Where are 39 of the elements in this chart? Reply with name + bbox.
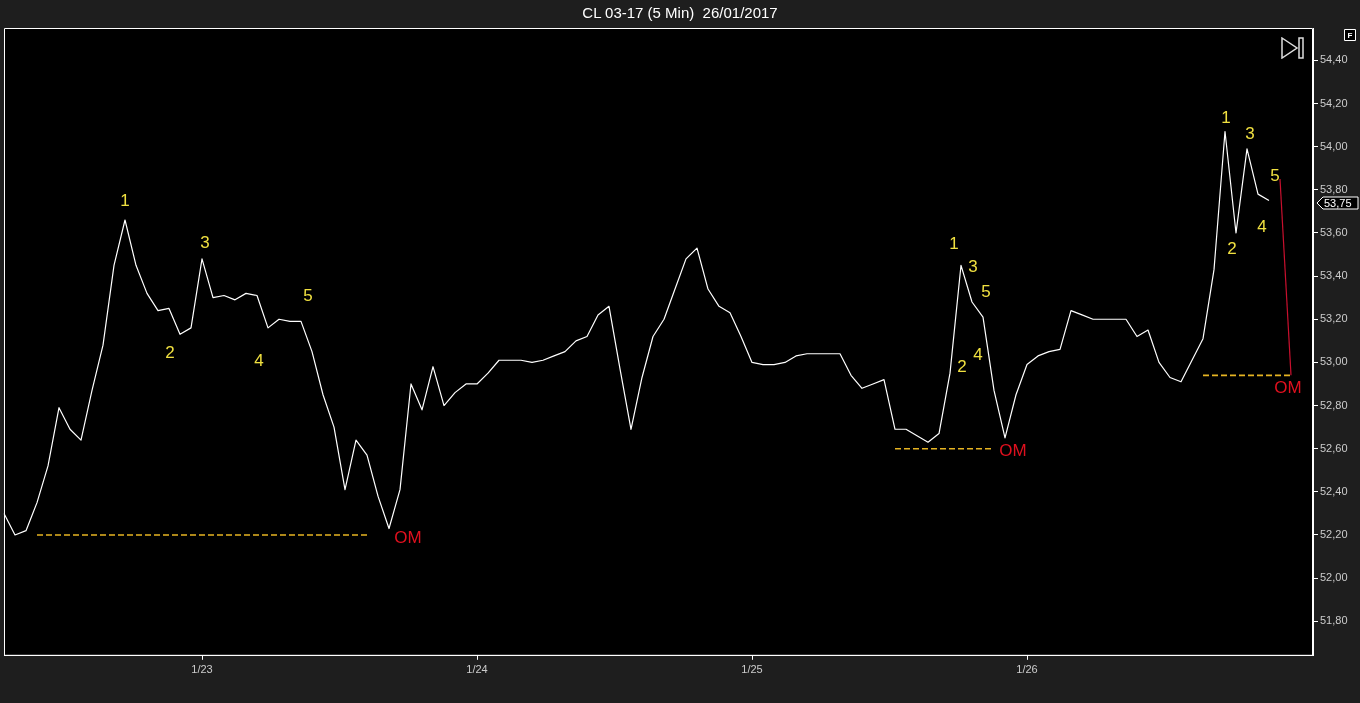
y-tick-label: 52,00 (1320, 571, 1348, 584)
annotation: 4 (254, 350, 264, 370)
annotation: OM (394, 527, 422, 547)
annotation: 2 (1227, 238, 1237, 258)
y-tick-label: 53,20 (1320, 312, 1348, 325)
text: F (1347, 31, 1353, 41)
y-tick-label: 52,80 (1320, 398, 1348, 411)
annotation: 3 (200, 232, 210, 252)
x-tick-label: 1/25 (741, 663, 763, 676)
annotation: 5 (981, 281, 991, 301)
y-tick-label: 53,80 (1320, 182, 1348, 195)
y-tick-label: 54,40 (1320, 53, 1348, 66)
annotation: 1 (1221, 107, 1231, 127)
y-tick-label: 53,00 (1320, 355, 1348, 368)
y-tick-label: 52,40 (1320, 484, 1348, 497)
annotation: 4 (973, 344, 983, 364)
y-tick-label: 53,40 (1320, 269, 1348, 282)
annotation: OM (1274, 377, 1302, 397)
y-tick-label: 54,20 (1320, 96, 1348, 109)
annotation: 1 (949, 233, 959, 253)
annotation: 5 (1270, 165, 1280, 185)
y-tick-label: 52,60 (1320, 441, 1348, 454)
x-tick-label: 1/23 (191, 663, 213, 676)
y-tick-label: 51,80 (1320, 614, 1348, 627)
y-tick-label: 54,00 (1320, 139, 1348, 152)
y-tick-label: 53,60 (1320, 225, 1348, 238)
annotation: OM (999, 440, 1027, 460)
annotation: 3 (1245, 123, 1255, 143)
x-tick-label: 1/26 (1016, 663, 1038, 676)
annotation: 1 (120, 190, 130, 210)
annotation: 2 (957, 356, 967, 376)
annotation: 2 (165, 342, 175, 362)
annotation: 4 (1257, 216, 1267, 236)
x-tick-label: 1/24 (466, 663, 488, 676)
annotation: 3 (968, 256, 978, 276)
y-tick-label: 52,20 (1320, 528, 1348, 541)
text: 53,75 (1324, 197, 1352, 210)
chart-title: CL 03-17 (5 Min) 26/01/2017 (582, 4, 778, 22)
annotation: 5 (303, 285, 313, 305)
